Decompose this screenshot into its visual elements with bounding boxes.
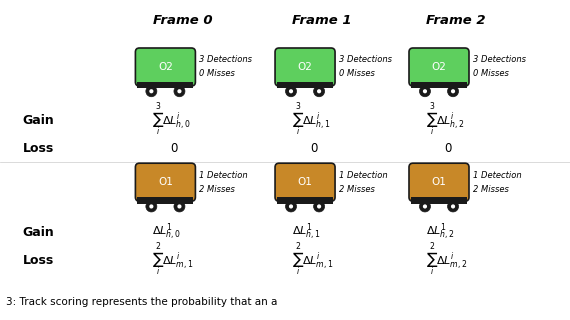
Circle shape	[420, 201, 430, 212]
Circle shape	[289, 204, 293, 209]
Text: 1 Detection: 1 Detection	[339, 171, 388, 180]
Text: O2: O2	[158, 61, 173, 71]
Text: 3: Track scoring represents the probability that an a: 3: Track scoring represents the probabil…	[6, 297, 277, 307]
Circle shape	[314, 86, 324, 97]
Text: $0$: $0$	[170, 142, 179, 155]
Text: $\sum_{i}^{2} \Delta L_{m,1}^{i}$: $\sum_{i}^{2} \Delta L_{m,1}^{i}$	[152, 242, 194, 279]
FancyBboxPatch shape	[409, 163, 469, 201]
Text: Frame 0: Frame 0	[153, 14, 212, 28]
Circle shape	[286, 201, 296, 212]
Text: 3 Detections: 3 Detections	[339, 55, 392, 65]
FancyBboxPatch shape	[137, 197, 193, 204]
Text: $\sum_{i}^{3} \Delta L_{h,1}^{i}$: $\sum_{i}^{3} \Delta L_{h,1}^{i}$	[292, 101, 331, 139]
Text: 2 Misses: 2 Misses	[200, 185, 235, 194]
FancyBboxPatch shape	[136, 163, 196, 201]
Text: $\sum_{i}^{3} \Delta L_{h,0}^{i}$: $\sum_{i}^{3} \Delta L_{h,0}^{i}$	[152, 101, 192, 139]
FancyBboxPatch shape	[136, 48, 196, 86]
Text: $\sum_{i}^{2} \Delta L_{m,1}^{i}$: $\sum_{i}^{2} \Delta L_{m,1}^{i}$	[292, 242, 334, 279]
Circle shape	[146, 86, 157, 97]
Circle shape	[286, 86, 296, 97]
Text: 0 Misses: 0 Misses	[339, 69, 375, 78]
Circle shape	[174, 86, 185, 97]
Text: 1 Detection: 1 Detection	[473, 171, 522, 180]
Text: 2 Misses: 2 Misses	[339, 185, 375, 194]
Circle shape	[420, 86, 430, 97]
Circle shape	[451, 89, 455, 93]
Text: 0 Misses: 0 Misses	[473, 69, 509, 78]
Text: O2: O2	[431, 61, 446, 71]
Circle shape	[177, 204, 181, 209]
Circle shape	[149, 89, 153, 93]
Text: $\Delta L_{h,0}^{1}$: $\Delta L_{h,0}^{1}$	[152, 221, 181, 243]
FancyBboxPatch shape	[409, 48, 469, 86]
Text: $\Delta L_{h,2}^{1}$: $\Delta L_{h,2}^{1}$	[426, 221, 455, 243]
Text: $0$: $0$	[310, 142, 319, 155]
FancyBboxPatch shape	[275, 48, 335, 86]
FancyBboxPatch shape	[411, 82, 467, 89]
Text: Frame 1: Frame 1	[292, 14, 352, 28]
Text: $\sum_{i}^{3} \Delta L_{h,2}^{i}$: $\sum_{i}^{3} \Delta L_{h,2}^{i}$	[426, 101, 465, 139]
Text: 3 Detections: 3 Detections	[200, 55, 253, 65]
FancyBboxPatch shape	[277, 82, 333, 89]
Text: O1: O1	[431, 177, 446, 187]
Circle shape	[423, 89, 427, 93]
Circle shape	[174, 201, 185, 212]
Text: O2: O2	[298, 61, 312, 71]
Text: Gain: Gain	[23, 226, 55, 238]
Text: Gain: Gain	[23, 114, 55, 126]
FancyBboxPatch shape	[277, 197, 333, 204]
Circle shape	[177, 89, 181, 93]
Circle shape	[146, 201, 157, 212]
Text: 3 Detections: 3 Detections	[473, 55, 526, 65]
FancyBboxPatch shape	[411, 197, 467, 204]
Circle shape	[289, 89, 293, 93]
Text: $0$: $0$	[444, 142, 453, 155]
Text: 1 Detection: 1 Detection	[200, 171, 248, 180]
Circle shape	[447, 201, 458, 212]
Text: Loss: Loss	[23, 254, 54, 267]
FancyBboxPatch shape	[275, 163, 335, 201]
Text: $\sum_{i}^{2} \Delta L_{m,2}^{i}$: $\sum_{i}^{2} \Delta L_{m,2}^{i}$	[426, 242, 467, 279]
Circle shape	[423, 204, 427, 209]
Text: O1: O1	[158, 177, 173, 187]
Text: 2 Misses: 2 Misses	[473, 185, 509, 194]
Circle shape	[149, 204, 153, 209]
Text: O1: O1	[298, 177, 312, 187]
Text: Loss: Loss	[23, 142, 54, 155]
Circle shape	[317, 89, 321, 93]
FancyBboxPatch shape	[137, 82, 193, 89]
Text: Frame 2: Frame 2	[426, 14, 486, 28]
Circle shape	[314, 201, 324, 212]
Circle shape	[447, 86, 458, 97]
Text: 0 Misses: 0 Misses	[200, 69, 235, 78]
Text: $\Delta L_{h,1}^{1}$: $\Delta L_{h,1}^{1}$	[292, 221, 321, 243]
Circle shape	[451, 204, 455, 209]
Circle shape	[317, 204, 321, 209]
